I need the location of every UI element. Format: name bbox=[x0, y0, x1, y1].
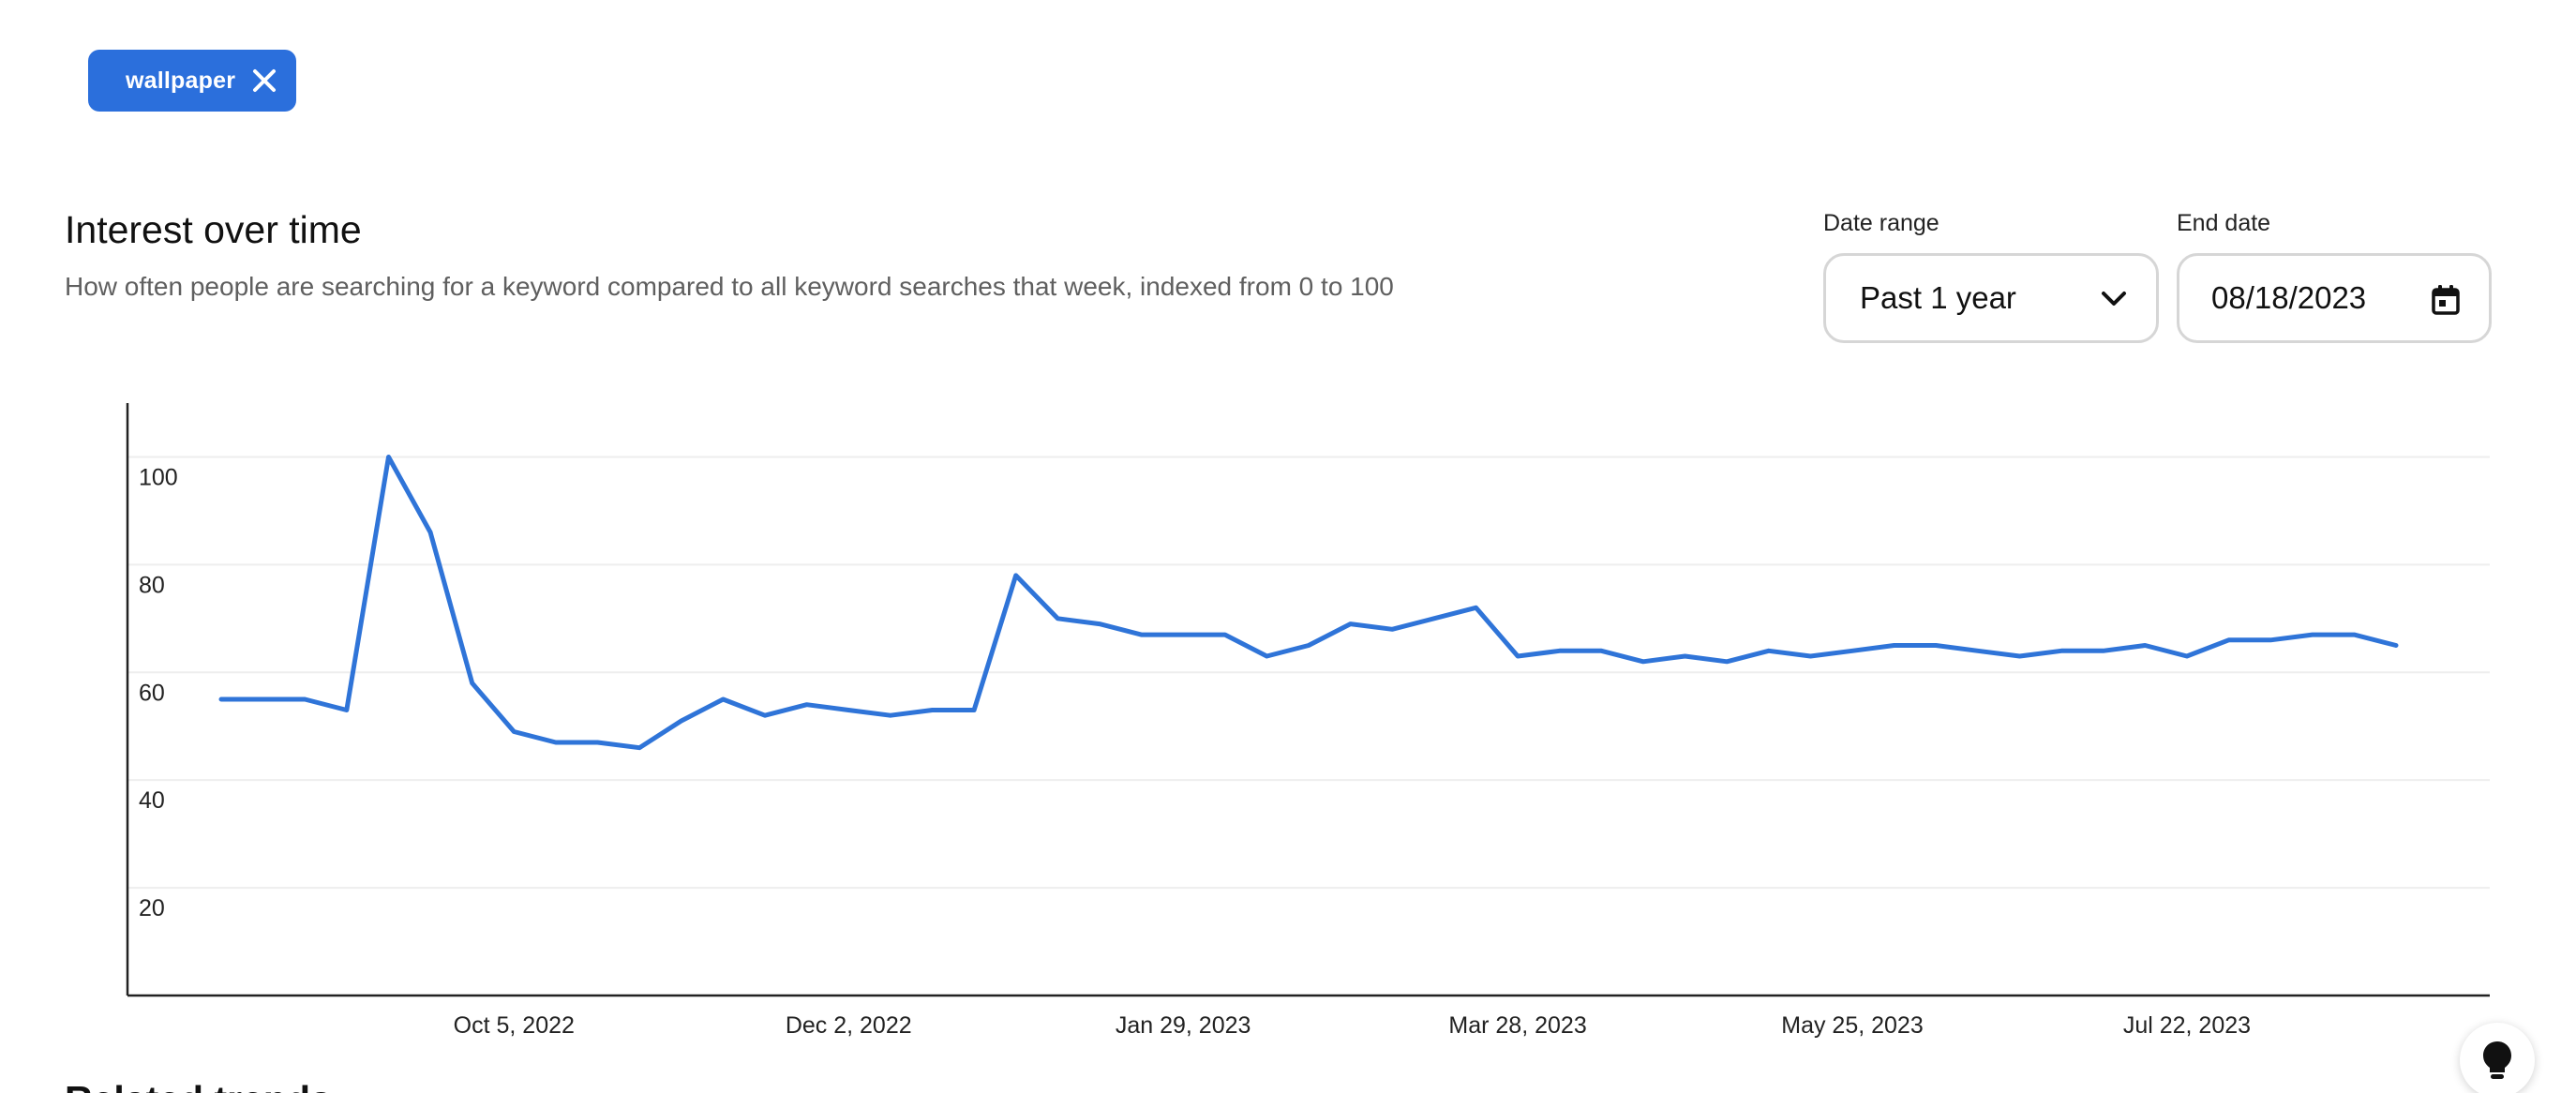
end-date-input[interactable]: 08/18/2023 bbox=[2177, 253, 2492, 343]
x-tick-label: May 25, 2023 bbox=[1781, 1012, 1924, 1039]
data-point bbox=[1222, 632, 1228, 637]
data-point bbox=[1515, 653, 1520, 659]
data-point bbox=[1264, 653, 1269, 659]
data-point bbox=[1933, 643, 1939, 649]
data-point bbox=[720, 696, 726, 702]
y-tick-label: 20 bbox=[139, 895, 165, 921]
date-range-value: Past 1 year bbox=[1860, 280, 2016, 315]
data-point bbox=[1724, 659, 1730, 665]
data-point bbox=[2310, 632, 2315, 637]
data-point bbox=[218, 696, 224, 702]
data-point bbox=[637, 745, 642, 751]
lightbulb-icon bbox=[2483, 1041, 2511, 1079]
data-point bbox=[762, 712, 768, 718]
chart-series bbox=[218, 454, 2399, 751]
date-range-label: Date range bbox=[1823, 210, 1939, 236]
keyword-chip[interactable]: wallpaper bbox=[88, 50, 296, 112]
data-point bbox=[888, 712, 893, 718]
y-tick-label: 100 bbox=[139, 464, 178, 490]
data-point bbox=[261, 696, 266, 702]
data-point bbox=[2059, 648, 2064, 653]
data-point bbox=[1766, 648, 1772, 653]
data-point bbox=[1139, 632, 1145, 637]
data-point bbox=[2184, 653, 2190, 659]
date-range-select[interactable]: Past 1 year bbox=[1823, 253, 2159, 343]
data-point bbox=[1850, 648, 1855, 653]
keyword-chip-label: wallpaper bbox=[126, 67, 236, 94]
data-point bbox=[1975, 648, 1981, 653]
x-tick-labels: Oct 5, 2022 Dec 2, 2022 Jan 29, 2023 Mar 28… bbox=[454, 1012, 2251, 1039]
data-point bbox=[1557, 648, 1563, 653]
data-point bbox=[1306, 643, 1311, 649]
end-date-label: End date bbox=[2177, 210, 2271, 236]
data-point bbox=[1097, 621, 1102, 627]
data-point bbox=[1473, 605, 1478, 610]
y-tick-label: 80 bbox=[139, 572, 165, 598]
data-point bbox=[2268, 637, 2273, 643]
data-point bbox=[1013, 573, 1019, 578]
data-point bbox=[511, 728, 517, 734]
data-point bbox=[2226, 637, 2232, 643]
data-point bbox=[2393, 643, 2399, 649]
data-point bbox=[846, 707, 851, 712]
data-point bbox=[679, 718, 684, 724]
chart-gridlines bbox=[127, 456, 2490, 890]
section-title: Interest over time bbox=[65, 208, 362, 251]
data-point bbox=[804, 702, 810, 708]
data-point bbox=[344, 707, 350, 712]
x-tick-label: Dec 2, 2022 bbox=[786, 1012, 912, 1039]
data-point bbox=[1180, 632, 1186, 637]
x-tick-label: Jul 22, 2023 bbox=[2123, 1012, 2251, 1039]
related-trends-heading: Related trends bbox=[65, 1078, 332, 1093]
x-tick-label: Oct 5, 2022 bbox=[454, 1012, 575, 1039]
section-subtitle: How often people are searching for a key… bbox=[65, 272, 1394, 301]
data-point bbox=[929, 707, 935, 712]
y-tick-labels: 20 40 60 80 100 bbox=[139, 464, 178, 921]
data-point bbox=[971, 707, 977, 712]
data-point bbox=[1348, 621, 1354, 627]
chevron-down-icon bbox=[2102, 292, 2126, 306]
end-date-value: 08/18/2023 bbox=[2211, 280, 2367, 315]
data-point bbox=[553, 740, 559, 745]
x-tick-label: Mar 28, 2023 bbox=[1448, 1012, 1586, 1039]
data-point bbox=[2351, 632, 2357, 637]
tip-button[interactable] bbox=[2460, 1023, 2535, 1093]
data-point bbox=[302, 696, 307, 702]
data-point bbox=[2142, 643, 2148, 649]
data-point bbox=[1389, 626, 1395, 632]
data-point bbox=[385, 454, 391, 459]
chart-axes bbox=[126, 403, 2490, 997]
data-point bbox=[1683, 653, 1688, 659]
y-tick-label: 60 bbox=[139, 680, 165, 706]
series-line-wallpaper bbox=[218, 455, 2399, 751]
data-point bbox=[2101, 648, 2106, 653]
x-tick-label: Jan 29, 2023 bbox=[1116, 1012, 1251, 1039]
data-point bbox=[470, 681, 475, 686]
data-point bbox=[427, 530, 433, 535]
close-icon[interactable] bbox=[249, 66, 279, 96]
calendar-icon[interactable] bbox=[2431, 284, 2461, 316]
data-point bbox=[1055, 616, 1060, 621]
data-point bbox=[1807, 653, 1813, 659]
data-point bbox=[1640, 659, 1646, 665]
data-point bbox=[1892, 643, 1897, 649]
y-tick-label: 40 bbox=[139, 787, 165, 814]
data-point bbox=[1431, 616, 1437, 621]
data-point bbox=[595, 740, 601, 745]
data-point bbox=[2016, 653, 2022, 659]
data-point bbox=[1598, 648, 1604, 653]
